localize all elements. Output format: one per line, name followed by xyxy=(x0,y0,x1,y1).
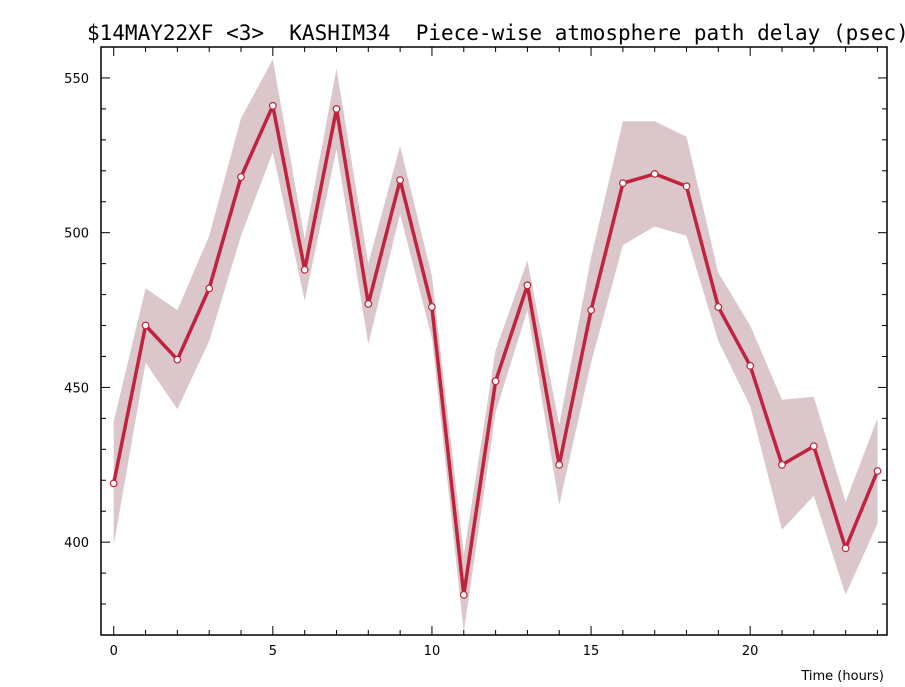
data-point xyxy=(778,460,786,469)
data-point xyxy=(841,544,850,553)
data-point xyxy=(300,265,309,274)
data-point xyxy=(682,182,691,191)
data-point xyxy=(428,303,436,311)
x-tick-label: 10 xyxy=(424,644,441,659)
data-point xyxy=(873,467,882,475)
data-point xyxy=(523,281,532,290)
y-tick-label: 550 xyxy=(64,72,89,87)
data-point xyxy=(650,169,659,178)
data-point xyxy=(809,442,818,451)
data-point xyxy=(268,101,277,110)
data-point xyxy=(587,306,595,315)
chart-title: $14MAY22XF <3> KASHIM34 Piece-wise atmos… xyxy=(87,21,905,45)
data-point xyxy=(364,300,373,308)
data-point xyxy=(141,321,150,330)
data-point xyxy=(396,176,405,185)
data-point xyxy=(491,377,500,386)
data-point xyxy=(746,361,755,370)
x-tick-label: 5 xyxy=(269,644,277,659)
axis-ticks xyxy=(101,46,887,635)
x-tick-label: 0 xyxy=(110,644,118,659)
y-tick-label: 500 xyxy=(64,227,89,242)
data-point xyxy=(555,460,564,469)
data-point xyxy=(237,173,245,181)
data-point xyxy=(173,355,182,364)
data-point xyxy=(109,479,118,488)
y-tick-label: 400 xyxy=(64,536,89,551)
data-point xyxy=(459,590,468,599)
axis-tick-labels: 0 5 10 15 20 400 450 500 550 xyxy=(64,72,758,659)
data-point xyxy=(714,303,723,311)
data-point-layer xyxy=(109,101,882,599)
x-tick-label: 15 xyxy=(583,644,600,659)
x-tick-label: 20 xyxy=(742,644,759,659)
error-band-layer xyxy=(113,59,878,632)
error-band xyxy=(113,59,878,632)
data-point xyxy=(619,179,627,188)
data-point xyxy=(205,284,214,293)
plot-frame xyxy=(100,46,888,636)
y-tick-label: 450 xyxy=(64,381,89,396)
data-point xyxy=(332,104,341,113)
x-axis-label: Time (hours) xyxy=(800,669,884,684)
